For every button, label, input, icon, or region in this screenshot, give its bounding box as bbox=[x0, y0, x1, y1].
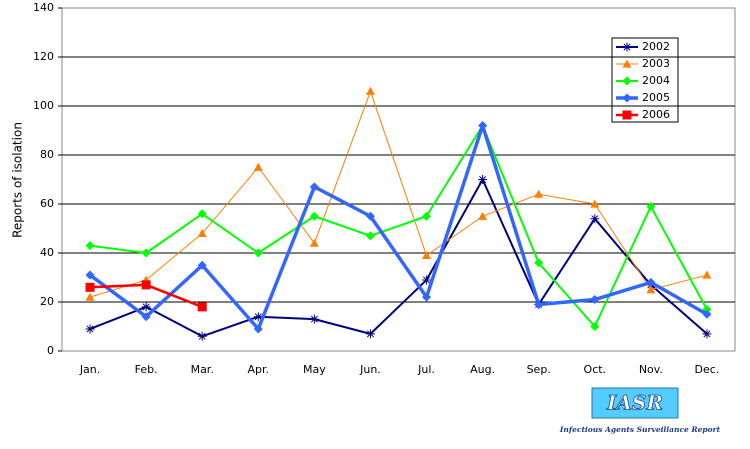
x-tick-label: Jul. bbox=[417, 363, 435, 376]
marker bbox=[197, 209, 207, 219]
marker bbox=[253, 324, 263, 334]
y-tick-label: 60 bbox=[40, 197, 54, 210]
marker bbox=[622, 59, 632, 68]
x-tick-label: Sep. bbox=[527, 363, 551, 376]
marker bbox=[422, 250, 432, 260]
marker bbox=[309, 211, 319, 221]
y-axis-label: Reports of isolation bbox=[11, 122, 25, 238]
marker bbox=[702, 270, 712, 279]
logo: IASR bbox=[606, 391, 663, 415]
marker bbox=[85, 282, 95, 292]
x-tick-label: May bbox=[303, 363, 326, 376]
marker bbox=[622, 42, 632, 52]
marker bbox=[534, 299, 544, 309]
marker bbox=[365, 86, 375, 95]
logo-box bbox=[591, 387, 679, 419]
marker bbox=[141, 248, 151, 258]
marker bbox=[85, 324, 95, 334]
y-tick-label: 100 bbox=[33, 99, 54, 112]
marker bbox=[478, 121, 488, 131]
marker bbox=[622, 93, 632, 103]
marker bbox=[309, 182, 319, 192]
legend-label: 2006 bbox=[642, 108, 670, 121]
marker bbox=[141, 280, 151, 290]
y-tick-label: 40 bbox=[40, 246, 54, 259]
x-tick-label: Oct. bbox=[584, 363, 607, 376]
marker bbox=[422, 292, 432, 302]
marker bbox=[646, 285, 656, 294]
legend-label: 2003 bbox=[642, 57, 670, 70]
marker bbox=[646, 201, 656, 211]
y-tick-label: 0 bbox=[47, 344, 54, 357]
x-tick-label: Dec. bbox=[695, 363, 720, 376]
y-tick-label: 120 bbox=[33, 50, 54, 63]
marker bbox=[197, 302, 207, 312]
y-tick-label: 20 bbox=[40, 295, 54, 308]
marker bbox=[422, 211, 432, 221]
marker bbox=[534, 258, 544, 268]
x-tick-label: Jan. bbox=[79, 363, 100, 376]
legend-label: 2002 bbox=[642, 40, 670, 53]
marker bbox=[534, 189, 544, 198]
marker bbox=[85, 241, 95, 251]
marker bbox=[85, 270, 95, 280]
x-tick-label: Apr. bbox=[248, 363, 270, 376]
marker bbox=[590, 295, 600, 305]
marker bbox=[365, 329, 375, 339]
marker bbox=[197, 331, 207, 341]
marker bbox=[422, 275, 432, 285]
marker bbox=[622, 110, 632, 120]
marker bbox=[365, 211, 375, 221]
marker bbox=[253, 312, 263, 322]
marker bbox=[590, 214, 600, 224]
series-line bbox=[89, 178, 708, 338]
marker bbox=[141, 302, 151, 312]
logo-caption: Infectious Agents Surveillance Report bbox=[559, 425, 721, 434]
marker bbox=[365, 231, 375, 241]
marker bbox=[253, 162, 263, 171]
marker bbox=[309, 238, 319, 247]
marker bbox=[622, 76, 632, 86]
y-tick-label: 140 bbox=[33, 1, 54, 14]
marker bbox=[85, 292, 95, 301]
x-tick-label: Mar. bbox=[191, 363, 214, 376]
x-tick-label: Jun. bbox=[359, 363, 381, 376]
marker bbox=[197, 260, 207, 270]
marker bbox=[309, 314, 319, 324]
marker bbox=[646, 277, 656, 287]
marker bbox=[253, 248, 263, 258]
x-tick-label: Nov. bbox=[639, 363, 663, 376]
series-line bbox=[89, 124, 708, 328]
marker bbox=[478, 175, 488, 184]
x-tick-label: Aug. bbox=[470, 363, 495, 376]
series-line bbox=[88, 123, 708, 331]
y-tick-label: 80 bbox=[40, 148, 54, 161]
legend-label: 2005 bbox=[642, 91, 670, 104]
marker bbox=[141, 312, 151, 322]
marker bbox=[702, 329, 712, 339]
marker bbox=[590, 199, 600, 208]
legend-label: 2004 bbox=[642, 74, 670, 87]
series-line bbox=[89, 90, 708, 298]
marker bbox=[590, 322, 600, 331]
marker bbox=[702, 309, 712, 319]
marker bbox=[478, 211, 488, 220]
x-tick-label: Feb. bbox=[135, 363, 158, 376]
marker bbox=[197, 228, 207, 237]
